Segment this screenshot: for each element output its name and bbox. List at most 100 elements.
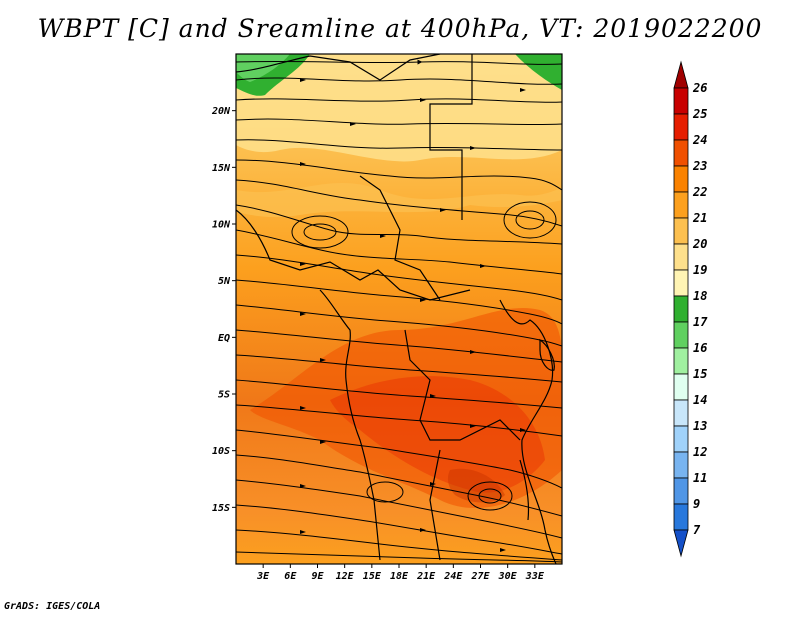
colorbar-segment [673,87,689,115]
boundary [519,459,530,521]
streamline-eddy [303,223,337,241]
y-tick-label: EQ [218,333,230,344]
wbpt-23-region [250,307,562,509]
colorbar-label: 18 [693,289,707,303]
wbpt-24-region [330,376,545,493]
y-tick-label: 5N [218,276,231,287]
x-tick-label: 27E [470,571,490,582]
x-tick-label: 15E [363,571,382,582]
x-tick-label: 33E [525,571,545,582]
colorbar-segment [673,217,689,245]
streamline [236,179,562,227]
y-axis: 20N 15N 10N 5N EQ 5S 10S 15S [211,106,236,514]
map-title: WBPT [C] and Sreamline at 400hPa, VT: 20… [37,14,763,43]
colorbar-label: 12 [693,445,707,459]
colorbar-label: 11 [693,471,707,485]
x-tick-label: 18E [390,571,409,582]
y-tick-label: 10N [212,220,231,231]
boundary [236,54,441,81]
y-tick-label: 20N [211,106,231,117]
colorbar-label: 14 [693,393,707,407]
streamline-arrows [300,78,526,552]
streamline [236,77,562,85]
streamline-eddy [291,215,349,249]
colorbar-segment [673,477,689,505]
colorbar-segment [673,529,689,558]
colorbar-label: 17 [693,315,708,329]
coastline-west [319,289,381,561]
colorbar-segment [673,113,689,141]
streamline [236,304,562,347]
streamline-eddy [503,201,557,239]
colorbar-segment [673,269,689,297]
streamline [236,254,562,301]
colorbar-label: 15 [693,367,707,381]
y-tick-label: 15N [212,163,231,174]
coastline-east [499,299,557,564]
colorbar-segment [673,373,689,401]
y-tick-label: 10S [212,446,230,457]
streamline [236,551,562,563]
streamline-eddy [366,481,404,503]
grads-credit: GrADS: IGES/COLA [4,601,101,612]
colorbar-label: 9 [693,497,700,511]
colorbar-label: 19 [693,263,707,277]
streamline [236,139,562,151]
streamline [236,479,562,539]
y-tick-label: 15S [212,503,230,514]
wbpt-17-region-ne [515,54,562,90]
colorbar-label: 22 [692,185,707,199]
boundary [236,209,471,301]
x-axis: 3E 6E 9E 12E 15E 18E 21E 24E 27E 30E 33E [256,564,545,582]
colorbar: 26 25 24 23 22 21 20 19 18 17 16 15 14 13 12 11 9 7 [673,60,708,558]
streamline-eddy [478,488,502,504]
streamline [236,329,562,363]
lake [539,338,555,371]
boundary [429,449,441,561]
colorbar-segment [673,321,689,349]
x-tick-label: 24E [443,571,463,582]
streamline [236,454,562,517]
colorbar-segment [673,503,689,531]
streamline [236,204,562,245]
map-plot-area [236,54,562,564]
colorbar-label: 26 [692,81,707,95]
streamline [236,354,562,383]
colorbar-segment [673,451,689,479]
wbpt-20-ribbon [236,182,562,218]
colorbar-label: 24 [692,133,707,147]
colorbar-segment [673,60,689,89]
colorbar-label: 23 [692,159,707,173]
colorbar-label: 16 [693,341,707,355]
x-tick-label: 12E [336,571,355,582]
colorbar-segment [673,139,689,167]
colorbar-segment [673,165,689,193]
streamline [236,59,562,65]
boundary [359,175,441,301]
streamline [236,98,562,103]
colorbar-segment [673,295,689,323]
colorbar-segment [673,191,689,219]
colorbar-label: 20 [692,237,707,251]
streamline-eddy [467,481,513,511]
colorbar-segment [673,243,689,271]
streamline [236,279,562,325]
x-tick-label: 3E [256,571,270,582]
x-tick-label: 6E [284,571,297,582]
boundary [404,329,521,441]
x-tick-label: 21E [416,571,436,582]
streamline [236,504,562,555]
streamline [236,379,562,409]
streamline [236,404,562,437]
x-tick-label: 9E [311,571,324,582]
y-tick-label: 5S [218,390,230,401]
colorbar-segment [673,425,689,453]
country-boundaries [236,54,557,564]
colorbar-segment [673,347,689,375]
streamline [236,118,562,126]
streamline [236,529,562,561]
boundary [429,54,473,220]
streamline-eddy [515,210,545,230]
x-tick-label: 30E [498,571,518,582]
